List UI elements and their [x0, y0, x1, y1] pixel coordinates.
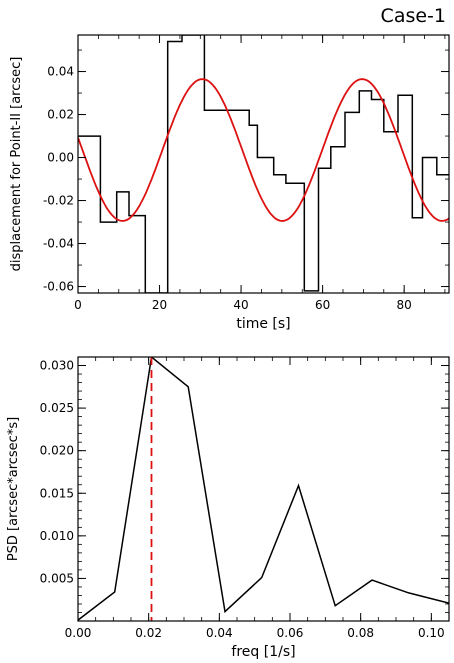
y-tick-label: -0.02 [43, 194, 74, 208]
psd-series [78, 357, 449, 621]
x-tick-label: 0.08 [347, 626, 374, 640]
y-tick-label: -0.04 [43, 237, 74, 251]
psd-axis-label: PSD [arcsec*arcsec*s] [6, 417, 21, 561]
y-tick-label: 0.005 [40, 571, 74, 585]
x-tick-label: 0.04 [206, 626, 233, 640]
y-tick-label: 0.010 [40, 529, 74, 543]
x-tick-label: 0.00 [65, 626, 92, 640]
y-tick-label: 0.030 [40, 359, 74, 373]
psd-ticks: 0.00 0.02 0.04 0.06 0.08 0.10 0.005 0.010 0.015 0… [40, 356, 450, 640]
x-tick-label: 80 [397, 298, 412, 312]
displacement-axis-label: displacement for Point-II [arcsec] [9, 57, 24, 272]
x-tick-label: 0 [74, 298, 82, 312]
displacement-axes-frame [77, 34, 450, 294]
displacement-ticks: 0 20 40 60 80 -0.06 -0.04 -0.02 0.00 0.02 0.04 [43, 35, 449, 312]
y-tick-label: -0.06 [43, 280, 74, 294]
y-tick-label: 0.02 [47, 108, 74, 122]
displacement-step-series [78, 35, 449, 293]
x-tick-label: 60 [315, 298, 330, 312]
psd-axes-frame [77, 356, 450, 622]
figure-title: Case-1 [381, 5, 446, 27]
psd-plot-area [78, 357, 449, 621]
sine-fit-curve [78, 78, 449, 222]
y-tick-label: 0.020 [40, 444, 74, 458]
displacement-panel: 0 20 40 60 80 -0.06 -0.04 -0.02 0.00 0.02 0.04 tim… [9, 34, 450, 332]
y-tick-label: 0.04 [47, 65, 74, 79]
x-tick-label: 0.10 [418, 626, 445, 640]
time-axis-label: time [s] [236, 316, 290, 332]
y-tick-label: 0.00 [47, 151, 74, 165]
x-tick-label: 40 [233, 298, 248, 312]
x-tick-label: 20 [152, 298, 167, 312]
y-tick-label: 0.025 [40, 401, 74, 415]
freq-axis-label: freq [1/s] [231, 644, 295, 660]
displacement-plot-area [78, 35, 449, 293]
x-tick-label: 0.06 [277, 626, 304, 640]
y-tick-label: 0.015 [40, 486, 74, 500]
x-tick-label: 0.02 [135, 626, 162, 640]
psd-panel: 0.00 0.02 0.04 0.06 0.08 0.10 0.005 0.010 0.015 0… [6, 356, 450, 660]
